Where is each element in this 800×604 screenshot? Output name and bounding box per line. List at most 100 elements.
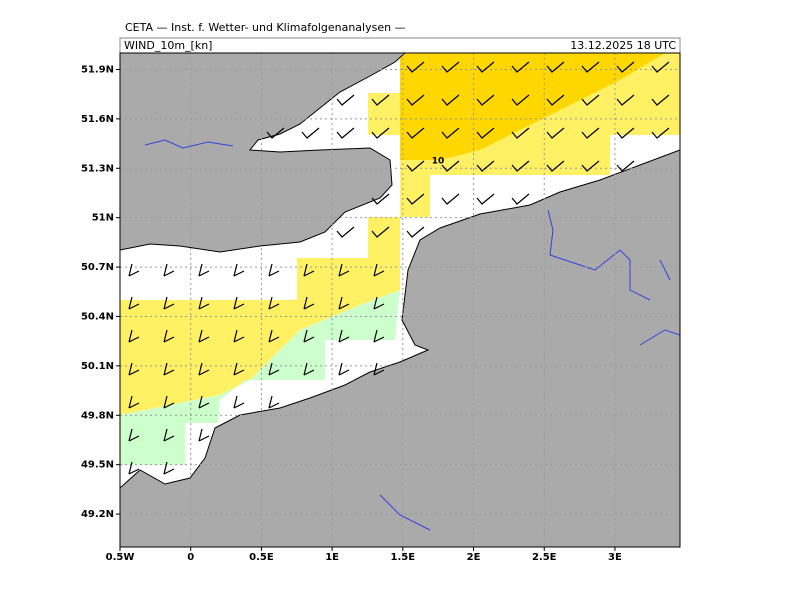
- wind-barb: [476, 94, 495, 106]
- wind-barb: [128, 329, 140, 343]
- wind-barb: [511, 94, 530, 106]
- wind-barb: [128, 263, 140, 277]
- wind-barb: [198, 296, 210, 310]
- wind-barb: [581, 160, 600, 172]
- wind-barb: [546, 127, 565, 139]
- wind-barb: [441, 193, 460, 205]
- wind-barb: [163, 296, 175, 310]
- wind-barb: [406, 226, 425, 238]
- lon-tick-label: 0.5W: [106, 552, 135, 563]
- lon-tick-label: 3E: [608, 552, 622, 563]
- wind-barb: [581, 127, 600, 139]
- wind-barb: [651, 61, 670, 73]
- wind-barb: [128, 296, 140, 310]
- lat-tick-label: 51.3N: [81, 163, 114, 174]
- lat-tick-label: 49.2N: [81, 509, 114, 520]
- wind-barb: [303, 329, 315, 343]
- lat-tick-label: 49.8N: [81, 410, 114, 421]
- field-label: WIND_10m_[kn]: [124, 39, 212, 52]
- wind-barb: [373, 263, 385, 277]
- lon-tick-label: 1.5E: [391, 552, 416, 563]
- lon-tick-label: 2.5E: [532, 552, 557, 563]
- rivers: [144, 139, 680, 531]
- wind-barb: [406, 94, 425, 106]
- wind-barb: [268, 329, 280, 343]
- contour-label: 10: [432, 157, 445, 167]
- wind-barb: [338, 263, 350, 277]
- wind-barb: [476, 127, 495, 139]
- land-england: [120, 53, 406, 253]
- wind-barb: [233, 362, 245, 376]
- wind-barb: [373, 329, 385, 343]
- wind-barb: [441, 160, 460, 172]
- wind-barb: [338, 296, 350, 310]
- wind-barb: [616, 61, 635, 73]
- wind-barb: [233, 296, 245, 310]
- land-france: [120, 149, 680, 547]
- plot-area: [120, 53, 680, 547]
- lat-tick-label: 51.6N: [81, 114, 114, 125]
- wind-barb: [163, 428, 175, 442]
- lon-tick-label: 0.5E: [249, 552, 274, 563]
- wind-barb: [198, 428, 210, 442]
- wind-barb: [128, 362, 140, 376]
- wind-barb: [128, 461, 140, 475]
- wind-barb: [511, 61, 530, 73]
- wind-barb: [406, 127, 425, 139]
- wind-barb: [476, 160, 495, 172]
- wind-barb: [441, 61, 460, 73]
- wind-barb: [163, 461, 175, 475]
- wind-barb: [441, 94, 460, 106]
- wind-barb: [198, 362, 210, 376]
- wind-barb: [268, 362, 280, 376]
- wind-barb: [371, 94, 390, 106]
- lon-tick-label: 2E: [467, 552, 481, 563]
- wind-barb: [268, 263, 280, 277]
- wind-barb: [198, 329, 210, 343]
- wind-barb: [163, 362, 175, 376]
- shade-5kn: [120, 290, 400, 465]
- wind-barb: [511, 127, 530, 139]
- lat-tick-label: 50.1N: [81, 361, 114, 372]
- wind-barb: [406, 61, 425, 73]
- wind-barb: [373, 362, 385, 376]
- wind-barb: [303, 263, 315, 277]
- wind-barb: [651, 94, 670, 106]
- lat-tick-label: 49.5N: [81, 460, 114, 471]
- wind-barb: [303, 362, 315, 376]
- wind-barb: [581, 94, 600, 106]
- wind-barb: [371, 226, 390, 238]
- wind-barb: [163, 395, 175, 409]
- wind-barb: [266, 127, 285, 139]
- wind-barb: [476, 193, 495, 205]
- wind-barb: [476, 61, 495, 73]
- wind-barb: [371, 127, 390, 139]
- wind-barb: [336, 226, 355, 238]
- wind-barb: [511, 193, 530, 205]
- wind-barb: [268, 395, 280, 409]
- wind-barb: [233, 395, 245, 409]
- wind-barb: [546, 61, 565, 73]
- lon-tick-label: 1E: [325, 552, 339, 563]
- wind-barb: [336, 94, 355, 106]
- wind-barb: [616, 94, 635, 106]
- wind-barb: [406, 160, 425, 172]
- time-label: 13.12.2025 18 UTC: [570, 39, 676, 52]
- wind-barb: [163, 263, 175, 277]
- wind-barb: [373, 296, 385, 310]
- wind-barb: [616, 160, 635, 172]
- wind-barb: [371, 193, 390, 205]
- wind-barb: [128, 395, 140, 409]
- wind-barb: [616, 127, 635, 139]
- lon-tick-label: 0: [187, 552, 194, 563]
- lat-tick-label: 50.4N: [81, 311, 114, 322]
- wind-barb: [198, 395, 210, 409]
- wind-barb: [233, 329, 245, 343]
- wind-barb: [198, 263, 210, 277]
- wind-barb: [303, 296, 315, 310]
- wind-barb: [336, 127, 355, 139]
- frame: [119, 52, 681, 548]
- wind-barb: [581, 61, 600, 73]
- wind-barb: [511, 160, 530, 172]
